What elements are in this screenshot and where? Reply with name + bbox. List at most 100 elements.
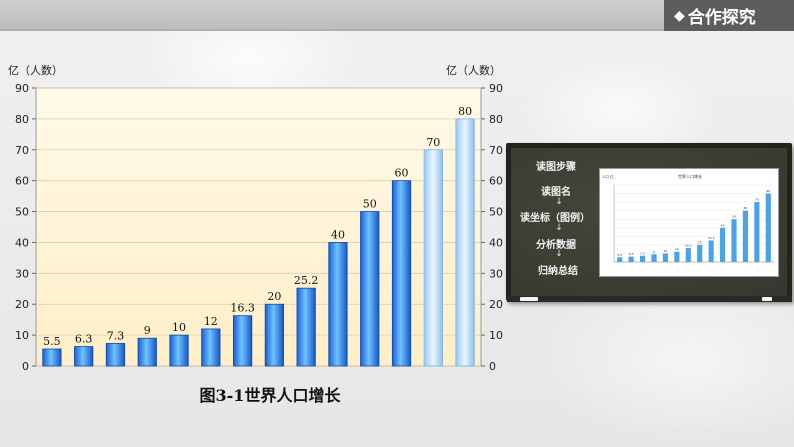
mini-bar <box>720 227 726 262</box>
bar <box>360 211 380 367</box>
y-tick-label-left: 80 <box>15 113 29 126</box>
mini-chart-title: 世界人口增长 <box>678 173 702 179</box>
y-tick-label-left: 30 <box>15 267 29 280</box>
section-title: 合作探究 <box>687 8 756 28</box>
bar-value-label: 40 <box>331 228 345 241</box>
y-tick-label-right: 30 <box>489 267 503 280</box>
bar-value-label: 10 <box>172 321 186 334</box>
bar <box>328 242 348 367</box>
mini-chart-canvas: 世界人口增长 人口 亿 5.5 6.3 7.3 9 10 12 16.3 20 25.2 40 50 60… <box>602 173 774 263</box>
y-tick-label-right: 40 <box>489 236 503 249</box>
bar-value-label: 6.3 <box>75 333 93 346</box>
plot-area <box>35 87 482 367</box>
y-axis-label-right: 亿（人数） <box>446 64 501 77</box>
arrow-down-icon: ↓ <box>555 249 563 259</box>
y-tick-label-left: 20 <box>15 298 29 311</box>
bar-value-label: 70 <box>426 136 440 149</box>
step-heading: 读图步骤 <box>536 162 576 173</box>
mini-bar-label: 80 <box>766 189 770 193</box>
mini-bar <box>640 255 646 262</box>
mini-chart: 世界人口增长 人口 亿 5.5 6.3 7.3 9 10 12 16.3 20 25.2 40 50 60… <box>599 168 779 277</box>
mini-bar-label: 16.3 <box>685 244 692 248</box>
mini-bar-label: 12 <box>675 247 679 251</box>
y-tick-label-left: 70 <box>15 144 29 157</box>
mini-bar <box>617 257 623 262</box>
y-tick-label-left: 90 <box>15 82 29 95</box>
mini-bar <box>674 251 680 262</box>
mini-bar <box>685 248 691 262</box>
mini-bar-label: 6.3 <box>629 252 634 256</box>
y-tick-label-right: 20 <box>489 298 503 311</box>
mini-bar <box>731 219 737 262</box>
bar-value-label: 80 <box>458 105 472 118</box>
y-tick-label-right: 0 <box>489 360 496 373</box>
y-tick-label-right: 80 <box>489 113 503 126</box>
bar <box>455 118 475 367</box>
mini-bar-label: 10 <box>664 249 668 253</box>
arrow-down-icon: ↓ <box>555 223 563 233</box>
mini-bar <box>628 256 634 262</box>
mini-bar-label: 60 <box>744 206 748 210</box>
mini-bar-label: 5.5 <box>617 253 622 257</box>
chalk-piece <box>520 297 538 301</box>
mini-bar <box>708 240 714 262</box>
y-tick-label-right: 10 <box>489 329 503 342</box>
population-bar-chart: 0 0 10 10 20 20 30 30 40 40 50 50 60 60 70 70 80 80 90 90 亿（… <box>0 56 515 406</box>
mini-bar-label: 25.2 <box>708 236 715 240</box>
y-tick-label-left: 50 <box>15 206 29 219</box>
bar-value-label: 60 <box>395 167 409 180</box>
bar <box>137 337 157 367</box>
mini-bar-label: 20 <box>698 240 702 244</box>
chart-canvas: 0 0 10 10 20 20 30 30 40 40 50 50 60 60 70 70 80 80 90 90 亿（… <box>8 64 503 373</box>
chalk-ledge <box>507 296 792 302</box>
bar <box>169 334 189 367</box>
y-tick-label-left: 40 <box>15 236 29 249</box>
y-tick-label-left: 60 <box>15 175 29 188</box>
diamond-icon: ◆ <box>674 7 685 24</box>
mini-bar <box>742 210 748 262</box>
figure-caption: 图3-1世界人口增长 <box>199 386 341 405</box>
bar-value-label: 25.2 <box>294 274 319 287</box>
bar-value-label: 9 <box>144 324 151 337</box>
bar-value-label: 12 <box>204 315 218 328</box>
y-tick-label-right: 50 <box>489 206 503 219</box>
y-tick-label-left: 10 <box>15 329 29 342</box>
y-tick-label-right: 60 <box>489 175 503 188</box>
chalk-piece <box>762 297 772 301</box>
mini-bar <box>765 193 771 262</box>
bar <box>42 348 62 367</box>
mini-bar-label: 50 <box>732 215 736 219</box>
step-analyze-data: 分析数据 <box>536 240 576 251</box>
bar <box>105 343 126 367</box>
mini-bar-label: 9 <box>653 250 655 254</box>
y-tick-label-right: 90 <box>489 82 503 95</box>
step-read-axes: 读坐标（图例） <box>520 213 590 224</box>
bar <box>74 346 94 367</box>
mini-bar <box>651 254 657 262</box>
bar-value-label: 7.3 <box>107 329 125 342</box>
y-axis-label-left: 亿（人数） <box>8 64 63 77</box>
bar <box>423 149 443 367</box>
bar-value-label: 20 <box>267 290 281 303</box>
bar-value-label: 16.3 <box>230 302 255 315</box>
mini-bar-label: 40 <box>721 223 725 227</box>
mini-bar-label: 70 <box>755 198 759 202</box>
step-summarize: 归纳总结 <box>538 266 578 277</box>
step-read-title: 读图名 <box>541 187 571 198</box>
y-tick-label-right: 70 <box>489 144 503 157</box>
bar <box>391 180 412 367</box>
bar <box>201 328 221 367</box>
header-bar: ◆ 合作探究 <box>0 0 794 31</box>
blackboard: 读图步骤 读图名 ↓ 读坐标（图例） ↓ 分析数据 ↓ 归纳总结 世界人口增长 人… <box>506 143 792 301</box>
bar <box>232 315 253 367</box>
arrow-down-icon: ↓ <box>555 197 563 207</box>
mini-chart-ylabel: 人口 亿 <box>602 174 614 179</box>
mini-bar <box>697 244 703 262</box>
bar <box>264 303 285 367</box>
mini-bar <box>754 202 760 262</box>
bar-value-label: 50 <box>363 198 377 211</box>
bar-value-label: 5.5 <box>43 335 61 348</box>
y-tick-label-left: 0 <box>22 360 29 373</box>
mini-bar <box>662 253 668 262</box>
section-tag: ◆ 合作探究 <box>664 0 794 31</box>
